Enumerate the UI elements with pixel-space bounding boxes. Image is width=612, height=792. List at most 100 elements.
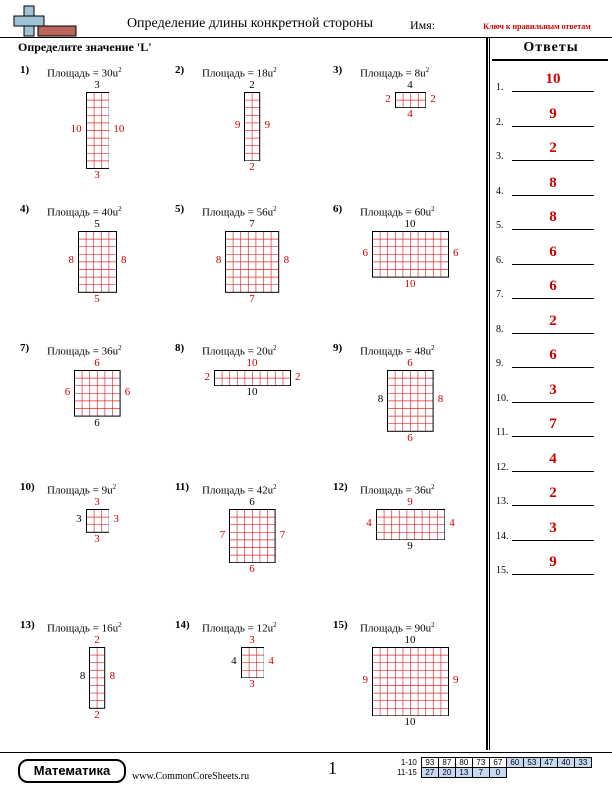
answer-number: 6. bbox=[496, 254, 504, 266]
answer-value: 6 bbox=[549, 347, 557, 363]
answer-number: 4. bbox=[496, 185, 504, 197]
answer-value: 6 bbox=[549, 243, 557, 260]
rectangle-border bbox=[225, 231, 280, 293]
answer-number: 15. bbox=[496, 565, 509, 576]
side-label-bottom: 6 bbox=[94, 416, 100, 429]
side-label-left: 7 bbox=[219, 528, 226, 541]
problem-number: 13) bbox=[20, 619, 35, 631]
answer-line bbox=[512, 470, 594, 472]
side-label-bottom: 10 bbox=[404, 716, 416, 729]
side-label-top: 10 bbox=[404, 218, 416, 230]
answer-value: 8 bbox=[549, 209, 557, 225]
area-exponent: 2 bbox=[431, 483, 435, 491]
side-label-bottom: 10 bbox=[404, 277, 416, 290]
rectangle-border bbox=[229, 509, 276, 564]
score-cell: 0 bbox=[488, 767, 507, 778]
answer-number: 14. bbox=[496, 530, 509, 542]
score-row-1-10: 1-10 93 87 80 73 67 60 53 47 40 33 bbox=[396, 757, 592, 768]
page-number: 1 bbox=[328, 758, 337, 778]
answer-value: 2 bbox=[549, 485, 557, 501]
area-label: Площадь = 40u2 bbox=[47, 205, 122, 219]
side-label-bottom: 2 bbox=[94, 708, 100, 721]
side-label-right: 6 bbox=[453, 246, 459, 259]
area-exponent: 2 bbox=[431, 205, 435, 213]
side-label-right: 6 bbox=[124, 385, 131, 398]
side-label-right: 8 bbox=[121, 254, 127, 267]
sidebar-divider bbox=[486, 38, 490, 750]
problem-number: 2) bbox=[175, 64, 185, 76]
side-label-right: 8 bbox=[283, 254, 290, 267]
side-label-right: 4 bbox=[449, 517, 455, 530]
score-cell: 67 bbox=[488, 757, 507, 768]
score-cell: 33 bbox=[573, 757, 592, 768]
header-divider bbox=[0, 37, 612, 38]
answer-line bbox=[512, 574, 594, 575]
page-title: Определение длины конкретной стороны bbox=[126, 16, 374, 31]
score-cell: 20 bbox=[437, 767, 456, 778]
answer-line bbox=[512, 332, 594, 334]
score-row-label: 1-10 bbox=[400, 758, 417, 767]
problem-number: 8) bbox=[175, 342, 185, 354]
area-label: Площадь = 36u2 bbox=[360, 483, 435, 497]
rectangle-grid bbox=[375, 509, 446, 541]
side-label-left: 9 bbox=[362, 674, 369, 687]
answer-line bbox=[512, 194, 594, 196]
side-label-left: 4 bbox=[231, 655, 237, 668]
answer-line bbox=[512, 298, 594, 299]
area-text: Площадь = 60u bbox=[360, 206, 432, 219]
answer-line bbox=[512, 367, 594, 368]
rectangle-grid bbox=[244, 92, 261, 162]
answers-title-rule bbox=[492, 59, 608, 61]
score-cell: 93 bbox=[420, 757, 439, 768]
side-label-left: 2 bbox=[385, 92, 391, 105]
answer-number: 11. bbox=[496, 427, 509, 438]
area-text: Площадь = 36u bbox=[47, 345, 119, 358]
area-label: Площадь = 8u2 bbox=[360, 66, 429, 80]
score-table: 1-10 93 87 80 73 67 60 53 47 40 33 11-15 27 20 13 7 0 bbox=[396, 757, 592, 778]
answer-line bbox=[512, 263, 594, 265]
area-exponent: 2 bbox=[118, 205, 122, 213]
area-label: Площадь = 48u2 bbox=[360, 344, 435, 358]
side-label-top: 10 bbox=[246, 357, 258, 369]
rectangle-border bbox=[394, 92, 427, 109]
side-label-bottom: 5 bbox=[94, 292, 100, 305]
math-badge: Математика bbox=[18, 759, 126, 783]
area-exponent: 2 bbox=[118, 344, 122, 352]
answer-line bbox=[512, 160, 594, 161]
side-label-left: 8 bbox=[79, 670, 86, 683]
area-text: Площадь = 12u bbox=[202, 622, 274, 635]
rectangle-border bbox=[372, 231, 449, 278]
score-cell: 60 bbox=[505, 757, 524, 768]
answers-title: Ответы bbox=[523, 40, 579, 55]
answer-number: 7. bbox=[496, 289, 504, 300]
answer-value: 10 bbox=[545, 71, 561, 87]
area-text: Площадь = 48u bbox=[360, 345, 432, 358]
side-label-top: 6 bbox=[249, 496, 255, 508]
side-label-bottom: 2 bbox=[249, 161, 255, 174]
score-row-11-15: 11-15 27 20 13 7 0 bbox=[396, 767, 591, 778]
answer-key-text: Ключ к правильным ответам bbox=[483, 22, 591, 31]
problem-number: 12) bbox=[333, 481, 348, 493]
rectangle-grid bbox=[372, 647, 449, 717]
side-label-right: 3 bbox=[113, 513, 119, 526]
area-text: Площадь = 42u bbox=[202, 484, 274, 497]
side-label-bottom: 7 bbox=[249, 292, 255, 305]
area-label: Площадь = 18u2 bbox=[202, 66, 277, 80]
rectangle-border bbox=[244, 92, 261, 162]
answer-line bbox=[512, 125, 594, 127]
rectangle-grid bbox=[394, 92, 427, 109]
rectangle-grid bbox=[214, 370, 291, 387]
side-label-right: 2 bbox=[295, 370, 301, 383]
side-label-left: 8 bbox=[215, 254, 222, 267]
side-label-left: 6 bbox=[362, 246, 369, 259]
area-label: Площадь = 56u2 bbox=[202, 205, 277, 219]
side-label-left: 8 bbox=[68, 254, 75, 267]
score-row-label: 11-15 bbox=[397, 768, 417, 777]
answer-line bbox=[512, 436, 594, 437]
rectangle-border bbox=[372, 647, 449, 717]
score-cell: 47 bbox=[539, 757, 558, 768]
score-cell: 80 bbox=[454, 757, 473, 768]
rectangle-grid bbox=[85, 509, 110, 533]
side-label-left: 9 bbox=[234, 119, 241, 132]
problem-number: 3) bbox=[333, 64, 343, 76]
